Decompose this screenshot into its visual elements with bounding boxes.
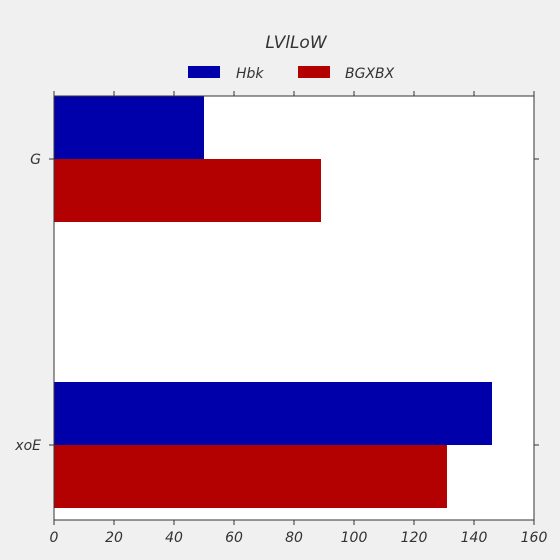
chart-title: LVlLoW [265, 33, 327, 53]
xtick-label: 100 [341, 530, 368, 546]
bar-hbk-xoe [54, 382, 492, 445]
xtick-label: 160 [521, 530, 548, 546]
legend-swatch-bgxbx [298, 66, 330, 78]
bars [54, 96, 492, 508]
xtick-label: 60 [225, 530, 243, 546]
xtick-label: 0 [50, 530, 59, 546]
plot-frame [53, 95, 535, 521]
xtick-label: 20 [105, 530, 123, 546]
legend: Hbk BGXBX [188, 66, 395, 82]
ytick-label: xoE [14, 438, 41, 454]
bar-bgxbx-g [54, 159, 321, 222]
xtick-label: 140 [461, 530, 488, 546]
legend-label-bgxbx: BGXBX [345, 66, 395, 82]
xtick-label: 40 [165, 530, 183, 546]
xtick-label: 80 [285, 530, 303, 546]
ytick-label: G [30, 152, 41, 168]
bar-hbk-g [54, 96, 204, 159]
bar-bgxbx-xoe [54, 445, 447, 508]
legend-swatch-hbk [188, 66, 220, 78]
legend-label-hbk: Hbk [236, 66, 264, 82]
xtick-label: 120 [401, 530, 428, 546]
